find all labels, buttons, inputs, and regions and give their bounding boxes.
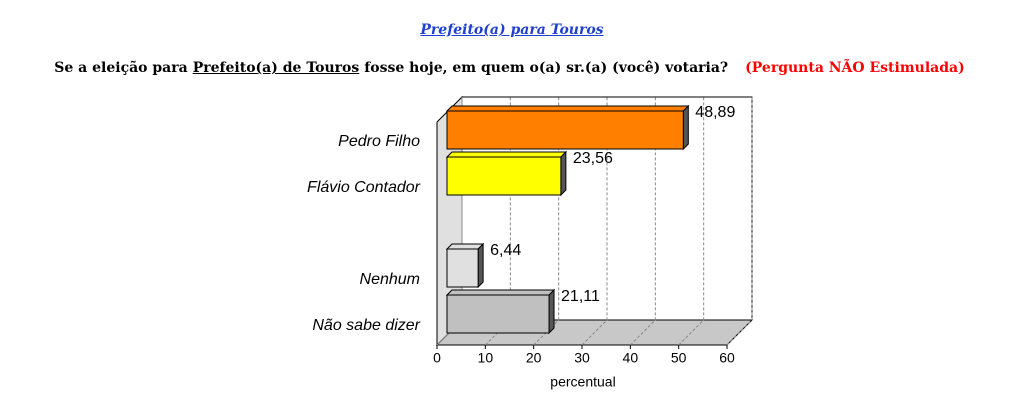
value-label: 21,11 — [561, 288, 600, 305]
bar — [446, 110, 684, 150]
grid-line — [726, 97, 753, 346]
x-tick-label: 10 — [478, 350, 494, 366]
bar-side — [477, 242, 484, 289]
x-tick-label: 20 — [526, 350, 542, 366]
subtitle-text: Se a eleição para — [54, 60, 188, 76]
x-tick-label: 30 — [574, 350, 590, 366]
category-label: Não sabe dizer — [312, 317, 420, 334]
bar — [446, 248, 479, 288]
grid-line — [533, 97, 560, 346]
bar-side — [560, 150, 567, 197]
x-tick-label: 40 — [623, 350, 639, 366]
bar-side — [682, 104, 689, 151]
subtitle: Se a eleição para Prefeito(a) de Touros fo… — [0, 60, 1024, 76]
chart-title: Prefeito(a) para Touros — [420, 22, 604, 38]
category-label: Nenhum — [360, 271, 420, 288]
bar-top — [445, 105, 690, 112]
value-label: 6,44 — [490, 242, 521, 259]
subtitle-text: fosse hoje, em quem o(a) sr.(a) (você) v… — [364, 60, 729, 76]
value-label: 48,89 — [695, 104, 735, 121]
subtitle-text: Prefeito(a) de Touros — [192, 60, 360, 76]
x-tick-label: 60 — [719, 350, 735, 366]
bar-side — [548, 288, 555, 335]
x-tick-label: 0 — [433, 350, 441, 366]
category-label: Flávio Contador — [307, 179, 421, 196]
x-tick-label: 50 — [671, 350, 687, 366]
grid-line — [678, 97, 705, 346]
bar-top — [445, 243, 485, 250]
bar — [446, 156, 562, 196]
bar-top — [445, 289, 556, 296]
x-axis-label: percentual — [550, 374, 615, 390]
grid-line — [581, 97, 608, 346]
value-label: 23,56 — [573, 150, 613, 167]
note: (Pergunta NÃO Estimulada) — [745, 60, 965, 76]
bar-top — [445, 151, 568, 158]
category-label: Pedro Filho — [338, 133, 420, 150]
bar — [446, 294, 550, 334]
grid-line — [629, 97, 656, 346]
